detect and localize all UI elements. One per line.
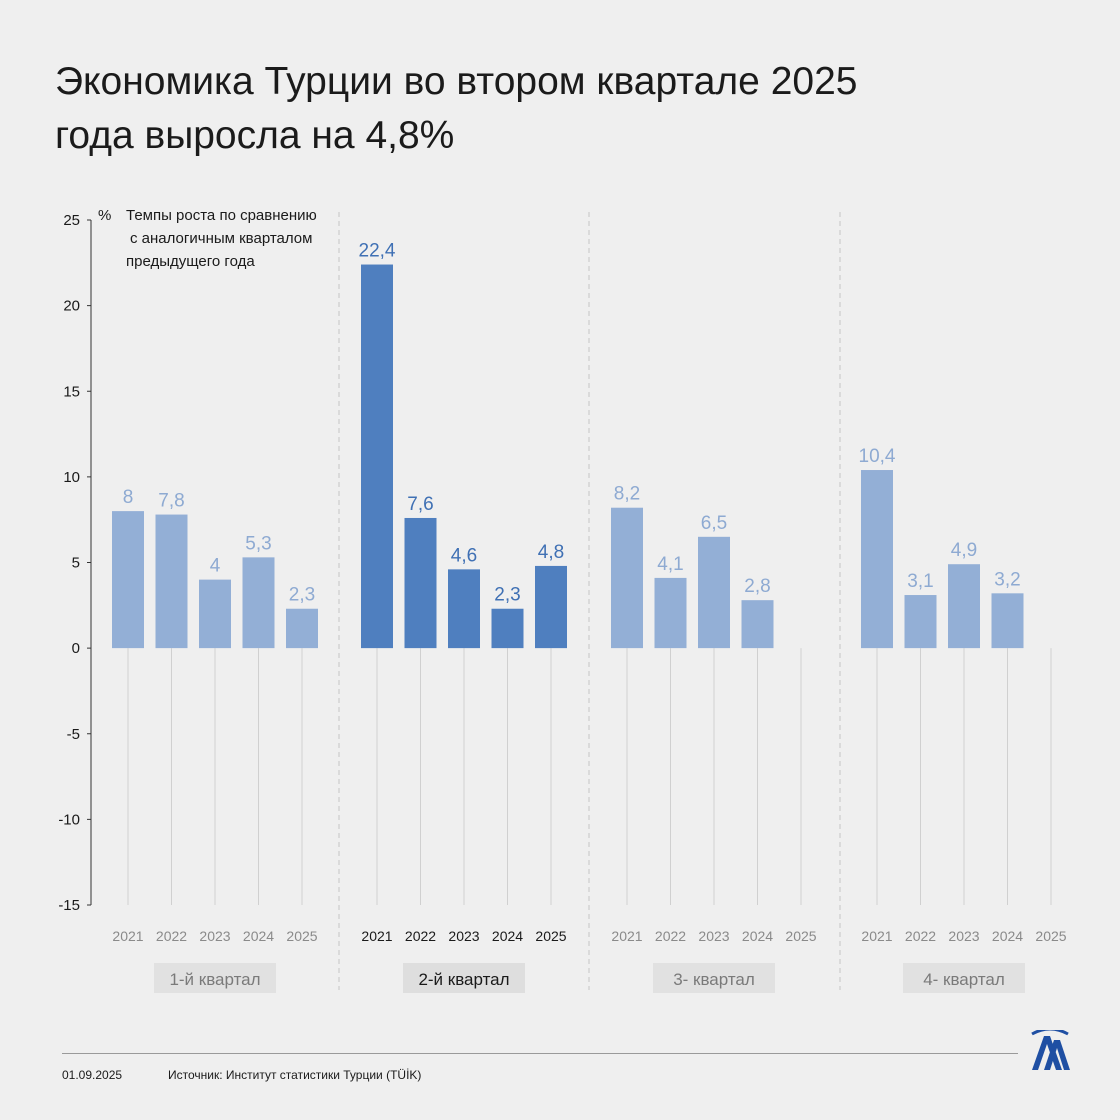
bar <box>698 536 730 649</box>
bar <box>199 579 231 649</box>
bar-value-label: 4,9 <box>951 540 977 561</box>
year-tick-label: 2024 <box>742 928 773 944</box>
year-tick-label: 2023 <box>948 928 979 944</box>
bar-value-label: 2,8 <box>744 576 770 597</box>
subtitle-line: Темпы роста по сравнению <box>126 207 317 224</box>
x-axis: 2021 2022 2023 2024 2025 1-й квартал 2021 2022 2… <box>112 928 1067 993</box>
year-tick-label: 2021 <box>861 928 892 944</box>
bar-value-label: 2,3 <box>289 585 315 606</box>
year-tick-label: 2024 <box>992 928 1023 944</box>
bar <box>741 600 774 649</box>
footer-divider <box>62 1053 1018 1054</box>
footer-source: Источник: Институт статистики Турции (TÜ… <box>168 1068 422 1082</box>
bar-value-label: 7,6 <box>407 494 433 515</box>
quarter-label-box <box>154 963 276 993</box>
bar-value-label: 3,2 <box>994 569 1020 590</box>
bar-value-label: 4 <box>210 556 221 577</box>
bar <box>991 593 1024 649</box>
subtitle-line: с аналогичным кварталом <box>130 230 312 247</box>
bar-value-label: 6,5 <box>701 513 727 534</box>
bar <box>491 608 524 649</box>
bar-value-label: 4,8 <box>538 542 564 563</box>
year-tick-label: 2024 <box>492 928 523 944</box>
bars <box>112 264 1024 649</box>
y-tick-label: 5 <box>72 555 80 572</box>
bar <box>861 470 893 649</box>
year-tick-label: 2025 <box>535 928 566 944</box>
quarter-label: 1-й квартал <box>169 970 260 989</box>
year-tick-label: 2022 <box>405 928 436 944</box>
bar <box>286 608 318 649</box>
chart-title: Экономика Турции во втором квартале 2025… <box>55 55 955 163</box>
bar <box>155 514 188 649</box>
bar-value-label: 7,8 <box>158 491 184 512</box>
y-tick-label: -5 <box>67 726 80 743</box>
bar <box>611 507 643 649</box>
subtitle-line: предыдущего года <box>126 253 255 270</box>
bar <box>448 569 480 649</box>
year-tick-label: 2022 <box>156 928 187 944</box>
quarter-label: 2-й квартал <box>418 970 509 989</box>
bar-value-label: 4,1 <box>657 554 683 575</box>
quarter-label-box <box>903 963 1025 993</box>
y-tick-label: 15 <box>63 383 80 400</box>
year-tick-label: 2023 <box>448 928 479 944</box>
bar-value-label: 8,2 <box>614 484 640 505</box>
y-axis: 25 20 15 10 5 0 -5 -10 -15 <box>58 212 92 914</box>
bar-value-label: 10,4 <box>859 446 896 467</box>
aa-logo-icon <box>1031 1030 1070 1070</box>
unit-label: % <box>98 207 111 224</box>
bar-value-label: 5,3 <box>245 533 271 554</box>
year-tick-label: 2025 <box>1035 928 1066 944</box>
bar <box>361 264 393 649</box>
footer-date: 01.09.2025 <box>62 1068 123 1082</box>
bar-value-label: 3,1 <box>907 571 933 592</box>
bar-value-label: 22,4 <box>359 241 396 262</box>
year-tick-label: 2024 <box>243 928 274 944</box>
year-tick-label: 2021 <box>611 928 642 944</box>
bar <box>904 595 937 649</box>
bar <box>535 565 567 649</box>
year-tick-label: 2021 <box>112 928 143 944</box>
year-tick-label: 2023 <box>698 928 729 944</box>
bar <box>654 577 687 649</box>
value-labels: 8 7,8 4 5,3 2,3 22,4 7,6 4,6 2,3 4,8 8,2 4,1 6,5 2,8 1… <box>123 241 1021 606</box>
bar <box>948 564 980 649</box>
quarter-label-box <box>403 963 525 993</box>
bar <box>404 517 437 649</box>
chart-subtitle: % Темпы роста по сравнению с аналогичным … <box>98 207 317 270</box>
year-tick-label: 2022 <box>905 928 936 944</box>
growth-bar-chart: 25 20 15 10 5 0 -5 -10 -15 8 7,8 4 5,3 2,3 22,4 7,6 4,6… <box>58 207 1067 993</box>
chart-title-line-1: Экономика Турции во втором квартале 2025 <box>55 60 858 103</box>
quarter-label: 4- квартал <box>923 970 1005 989</box>
quarter-label-box <box>653 963 775 993</box>
year-tick-label: 2023 <box>199 928 230 944</box>
year-tick-label: 2021 <box>361 928 392 944</box>
bar-value-label: 2,3 <box>494 585 520 606</box>
year-tick-label: 2025 <box>286 928 317 944</box>
bar <box>242 557 275 649</box>
chart-title-line-2: года выросла на 4,8% <box>55 114 455 157</box>
y-tick-label: 10 <box>63 469 80 486</box>
y-tick-label: -10 <box>58 811 80 828</box>
chart-grid <box>127 212 1052 990</box>
year-tick-label: 2022 <box>655 928 686 944</box>
bar-value-label: 4,6 <box>451 545 477 566</box>
bar <box>112 511 144 649</box>
bar-value-label: 8 <box>123 487 134 508</box>
y-tick-label: 20 <box>63 298 80 315</box>
quarter-label: 3- квартал <box>673 970 755 989</box>
y-tick-label: -15 <box>58 897 80 914</box>
y-tick-label: 0 <box>72 640 80 657</box>
year-tick-label: 2025 <box>785 928 816 944</box>
y-tick-label: 25 <box>63 212 80 229</box>
